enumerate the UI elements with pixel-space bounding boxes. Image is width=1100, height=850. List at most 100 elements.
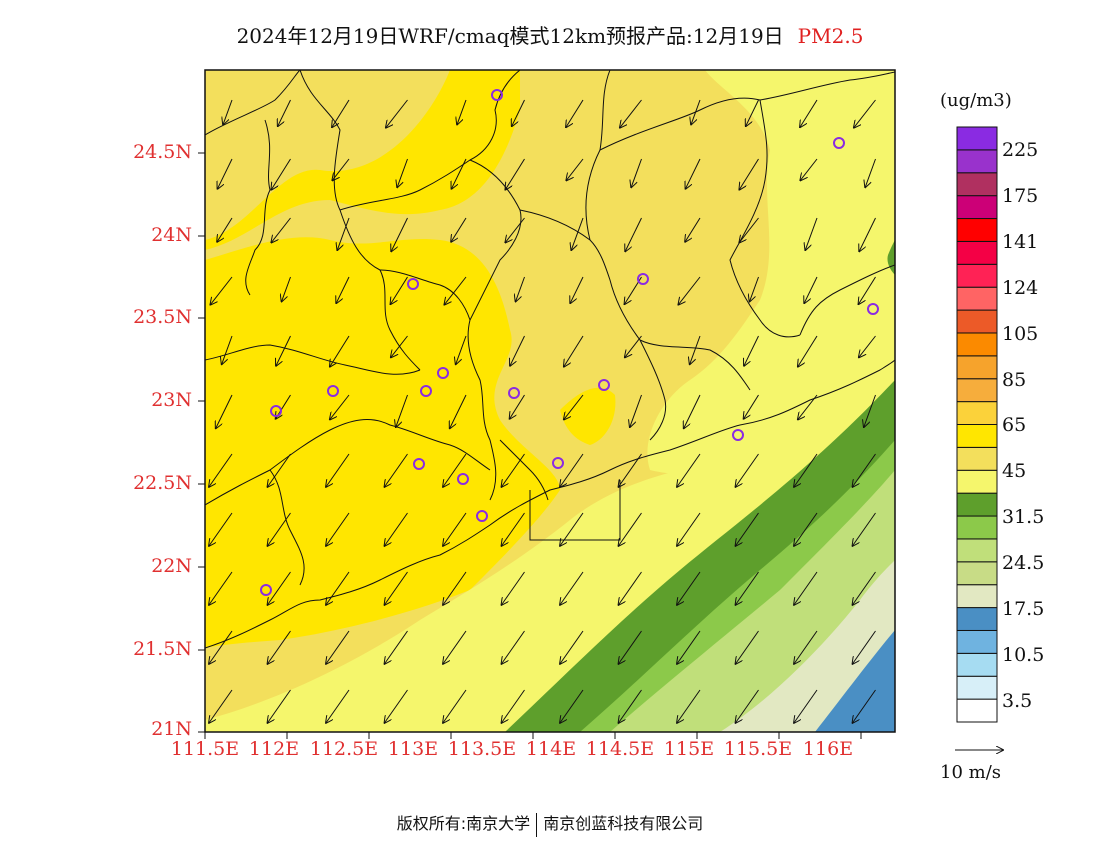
wind-arrow — [502, 571, 525, 605]
colorbar-label: 45 — [1002, 460, 1027, 482]
footer-separator — [536, 812, 538, 837]
wind-arrow — [268, 512, 291, 546]
wind-arrow — [222, 335, 233, 364]
colorbar-label: 24.5 — [1002, 552, 1045, 574]
colorbar-label: 141 — [1002, 231, 1039, 253]
wind-arrow — [332, 99, 350, 127]
lon-label: 115E — [663, 738, 715, 760]
boundary-line — [205, 419, 491, 506]
wind-arrow — [800, 99, 818, 127]
wind-arrow — [691, 99, 701, 124]
wind-reference-label: 10 m/s — [940, 762, 1001, 783]
wind-arrow — [391, 217, 408, 251]
wind-arrow — [209, 453, 233, 487]
wind-arrow — [854, 99, 876, 128]
wind-arrow — [684, 394, 701, 428]
wind-arrow — [685, 217, 701, 242]
wind-arrow — [337, 217, 350, 250]
colorbar-swatch — [956, 607, 998, 631]
colorbar-swatch — [956, 515, 998, 540]
colorbar-swatch — [956, 492, 998, 517]
wind-arrow — [864, 394, 876, 427]
station-marker — [637, 273, 649, 285]
station-marker — [457, 473, 469, 485]
title-product: PM2.5 — [797, 24, 864, 48]
wind-arrow — [853, 512, 876, 546]
field-65-85-south — [205, 237, 560, 648]
colorbar-swatch — [956, 446, 998, 471]
wind-arrow — [443, 571, 467, 605]
wind-arrow — [510, 394, 525, 419]
wind-arrow — [268, 571, 291, 605]
wind-arrow — [794, 689, 818, 723]
wind-arrow — [210, 276, 233, 305]
footer-partner: 南京创蓝科技有限公司 — [543, 814, 704, 833]
wind-arrow — [444, 276, 467, 305]
colorbar-label: 124 — [1002, 277, 1039, 299]
boundary-line — [205, 344, 421, 375]
wind-arrow — [209, 689, 233, 723]
wind-arrow — [268, 689, 291, 723]
colorbar-swatch — [956, 309, 998, 334]
colorbar-label: 31.5 — [1002, 506, 1045, 528]
boundary-line — [599, 97, 761, 151]
colorbar-swatch — [956, 538, 998, 563]
colorbar-label: 10.5 — [1002, 644, 1045, 666]
wind-arrow — [853, 453, 876, 487]
wind-arrow — [736, 453, 759, 487]
wind-arrow — [282, 276, 291, 301]
wind-arrow — [794, 512, 818, 546]
wind-arrow — [798, 394, 818, 419]
wind-arrow — [677, 512, 701, 546]
wind-arrow — [746, 99, 759, 126]
station-marker — [413, 458, 425, 470]
wind-arrow — [564, 335, 584, 367]
lat-label: 24N — [151, 224, 192, 246]
wind-arrow — [560, 512, 584, 546]
lat-label: 24.5N — [133, 141, 192, 163]
wind-arrow — [271, 158, 291, 190]
wind-arrow — [560, 689, 584, 723]
wind-arrow — [209, 571, 233, 605]
colorbar — [956, 126, 998, 723]
wind-arrow — [736, 571, 759, 605]
wind-arrow — [391, 335, 408, 357]
footer: 版权所有:南京大学 南京创蓝科技有限公司 — [0, 810, 1100, 837]
wind-arrow — [570, 276, 584, 303]
wind-arrow — [443, 512, 467, 546]
colorbar-swatch — [956, 286, 998, 311]
wind-arrow — [326, 571, 350, 605]
wind-arrow — [566, 99, 584, 127]
wind-arrow — [268, 630, 291, 664]
colorbar-swatch — [956, 195, 998, 220]
lat-label: 21N — [151, 718, 192, 740]
colorbar-swatch — [956, 401, 998, 426]
colorbar-swatch — [956, 172, 998, 197]
wind-arrow — [805, 217, 818, 250]
coastline — [205, 359, 895, 649]
wind-arrow — [859, 335, 876, 357]
wind-arrow — [677, 453, 701, 487]
lat-label: 22N — [151, 555, 192, 577]
monitoring-stations — [260, 89, 879, 596]
colorbar-swatch — [956, 698, 998, 723]
wind-arrow — [853, 630, 876, 664]
wind-arrow — [330, 394, 350, 419]
wind-arrow — [630, 394, 642, 427]
lon-label: 114.5E — [585, 738, 655, 760]
colorbar-swatch — [956, 675, 998, 700]
colorbar-label: 65 — [1002, 414, 1027, 436]
wind-arrow — [326, 453, 350, 487]
station-marker — [552, 457, 564, 469]
wind-arrow — [457, 99, 467, 124]
colorbar-label: 225 — [1002, 139, 1039, 161]
colorbar-swatch — [956, 652, 998, 677]
wind-arrow — [865, 158, 876, 187]
wind-arrow — [216, 394, 233, 428]
station-marker — [407, 278, 419, 290]
wind-arrow — [853, 689, 876, 723]
wind-arrow — [209, 630, 233, 664]
wind-arrow — [512, 99, 525, 126]
wind-arrow — [326, 512, 350, 546]
wind-arrow — [502, 453, 525, 487]
